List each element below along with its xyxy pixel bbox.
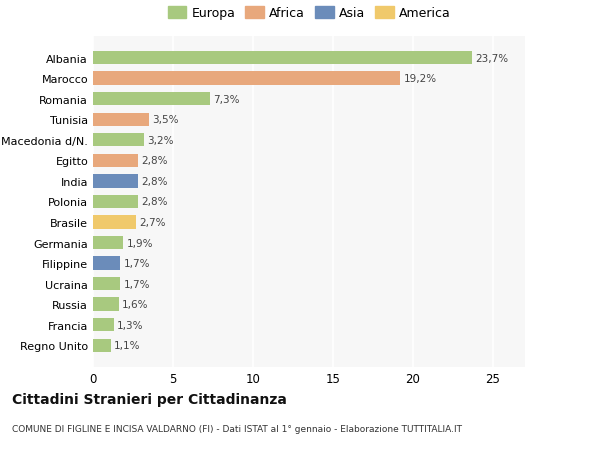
Text: 2,8%: 2,8% — [141, 197, 167, 207]
Bar — [93, 52, 472, 65]
Bar — [93, 216, 136, 229]
Text: 1,9%: 1,9% — [127, 238, 153, 248]
Text: 1,3%: 1,3% — [117, 320, 143, 330]
Bar — [93, 339, 110, 352]
Bar — [93, 113, 149, 127]
Text: Cittadini Stranieri per Cittadinanza: Cittadini Stranieri per Cittadinanza — [12, 392, 287, 406]
Text: 2,8%: 2,8% — [141, 176, 167, 186]
Bar — [93, 175, 138, 188]
Bar — [93, 277, 120, 291]
Text: 19,2%: 19,2% — [403, 74, 437, 84]
Bar — [93, 134, 144, 147]
Bar — [93, 298, 119, 311]
Bar — [93, 154, 138, 168]
Text: 3,2%: 3,2% — [148, 135, 174, 146]
Bar — [93, 236, 124, 250]
Text: 7,3%: 7,3% — [213, 95, 239, 104]
Legend: Europa, Africa, Asia, America: Europa, Africa, Asia, America — [164, 3, 454, 24]
Text: 1,7%: 1,7% — [124, 279, 150, 289]
Bar — [93, 93, 210, 106]
Bar — [93, 319, 114, 332]
Text: 23,7%: 23,7% — [475, 53, 509, 63]
Text: 2,8%: 2,8% — [141, 156, 167, 166]
Text: 1,6%: 1,6% — [122, 300, 148, 309]
Text: 1,1%: 1,1% — [114, 341, 140, 351]
Bar — [93, 72, 400, 85]
Text: 3,5%: 3,5% — [152, 115, 179, 125]
Bar — [93, 257, 120, 270]
Text: COMUNE DI FIGLINE E INCISA VALDARNO (FI) - Dati ISTAT al 1° gennaio - Elaborazio: COMUNE DI FIGLINE E INCISA VALDARNO (FI)… — [12, 425, 462, 434]
Text: 2,7%: 2,7% — [139, 218, 166, 228]
Bar — [93, 195, 138, 209]
Text: 1,7%: 1,7% — [124, 258, 150, 269]
